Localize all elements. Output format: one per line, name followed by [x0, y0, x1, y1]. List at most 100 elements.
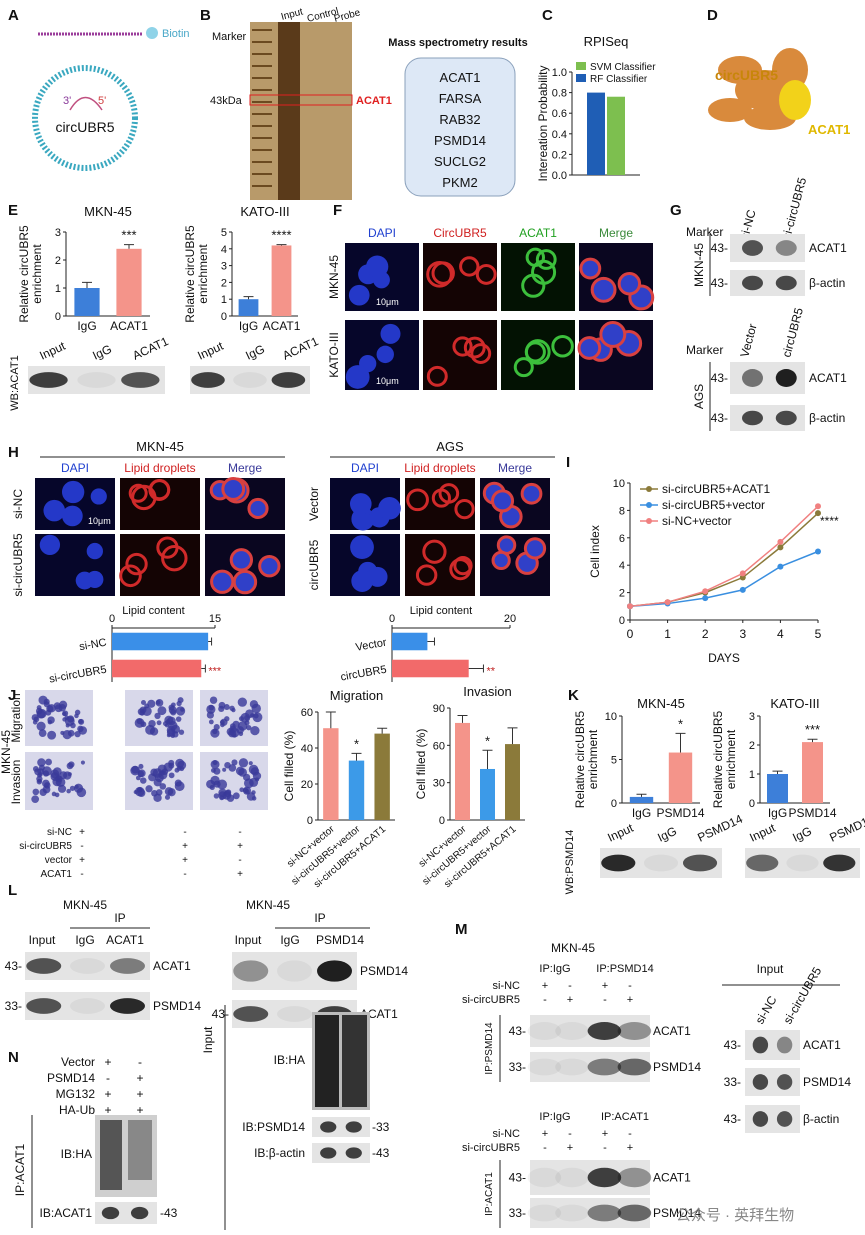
- cell: [161, 768, 169, 776]
- label: PSMD14: [434, 133, 486, 148]
- cell: [134, 717, 145, 728]
- label: Lipid droplets: [404, 461, 475, 475]
- x-tick-label: PSMD14: [656, 806, 704, 820]
- label: -: [183, 827, 186, 838]
- label: +: [542, 1128, 548, 1140]
- blot-band: [775, 275, 797, 291]
- label: ACAT1: [130, 334, 170, 363]
- cell: [248, 761, 253, 766]
- label: ACAT1: [280, 334, 320, 363]
- label: PKM2: [442, 175, 477, 190]
- bar: [607, 96, 625, 175]
- label: 43-: [509, 1171, 526, 1185]
- cell: [255, 777, 260, 782]
- cell: [237, 697, 247, 707]
- cell: [43, 701, 50, 708]
- label: 33-: [724, 1075, 741, 1089]
- label: si-NC: [493, 980, 521, 992]
- blot-band: [752, 1111, 769, 1127]
- label: -: [628, 1128, 632, 1140]
- cell: [229, 548, 254, 572]
- label: AGS: [692, 384, 706, 409]
- y-tick-label: 5: [221, 227, 227, 239]
- label: PSMD14: [803, 1075, 851, 1089]
- cell: [577, 336, 602, 360]
- cell: [210, 569, 235, 594]
- error-bar: [675, 732, 686, 753]
- cell: [86, 542, 103, 560]
- label: si-NC: [493, 1128, 521, 1140]
- blot-band: [345, 1147, 362, 1159]
- error-bar: [82, 281, 92, 288]
- cell: [74, 784, 79, 789]
- y-tick-label: 40: [301, 743, 313, 755]
- cell: [251, 703, 261, 714]
- cell: [617, 272, 642, 296]
- cell: [134, 786, 145, 797]
- label: IgG: [280, 933, 299, 947]
- label: IP:IgG: [539, 963, 570, 975]
- x-tick-label: 0: [109, 613, 115, 625]
- cell: [209, 696, 218, 704]
- y-tick-label: 10: [605, 711, 617, 723]
- y-tick-label: 20: [301, 779, 313, 791]
- blot-band: [101, 1206, 120, 1220]
- label: si-circUBR5: [462, 1142, 520, 1154]
- circ-rna: [32, 65, 138, 171]
- label: ACAT1: [808, 122, 850, 137]
- cell: [155, 700, 161, 705]
- label: si-circUBR5: [462, 994, 520, 1006]
- blot-band: [601, 854, 636, 872]
- cell: [453, 555, 473, 576]
- blot-band: [682, 854, 718, 872]
- label: 10μm: [376, 376, 399, 386]
- y-tick-label: 8: [619, 505, 625, 517]
- blot-band: [121, 372, 160, 388]
- y-tick-label: 1: [221, 294, 227, 306]
- label: +: [237, 841, 243, 852]
- cell: [228, 764, 237, 772]
- y-tick-label: 60: [433, 740, 445, 752]
- bar: [455, 722, 470, 820]
- y-tick-label: 4: [619, 560, 625, 572]
- series-line: [629, 505, 819, 608]
- cell: [60, 730, 65, 735]
- cell: [168, 762, 175, 769]
- panel-letter: E: [8, 202, 18, 219]
- cell: [157, 706, 167, 716]
- annotation: ****: [820, 514, 839, 528]
- label: IP:ACAT1: [13, 1143, 27, 1196]
- error-bar: [482, 749, 493, 769]
- point: [627, 603, 633, 610]
- label: +: [104, 1087, 111, 1101]
- y-tick-label: 0.6: [552, 108, 567, 120]
- x-tick-label: ACAT1: [263, 319, 301, 333]
- cell: [31, 714, 39, 721]
- cell: [36, 721, 46, 731]
- label: -: [80, 841, 83, 852]
- error-bar: [351, 752, 362, 761]
- blot-band: [233, 372, 267, 388]
- label: PSMD14: [653, 1206, 701, 1220]
- bar: [587, 92, 605, 175]
- label: Input: [195, 338, 226, 362]
- x-tick-label: 1: [664, 627, 671, 641]
- label: -: [138, 1055, 142, 1069]
- error-bar: [507, 727, 518, 745]
- label: ACAT1: [809, 241, 847, 255]
- blot-band: [617, 1058, 652, 1076]
- cell: [180, 707, 185, 712]
- cell: [38, 729, 47, 737]
- label: +: [627, 994, 633, 1006]
- label: ACAT1: [653, 1024, 691, 1038]
- legend-label: RF Classifier: [590, 74, 648, 85]
- cell: [166, 733, 171, 738]
- label: 33-: [509, 1206, 526, 1220]
- error-bar: [468, 664, 484, 673]
- point: [777, 563, 784, 570]
- point: [777, 538, 784, 545]
- x-tick-label: 4: [777, 627, 784, 641]
- cell: [491, 550, 511, 571]
- y-tick-label: 0.4: [552, 129, 567, 141]
- cell: [47, 719, 53, 725]
